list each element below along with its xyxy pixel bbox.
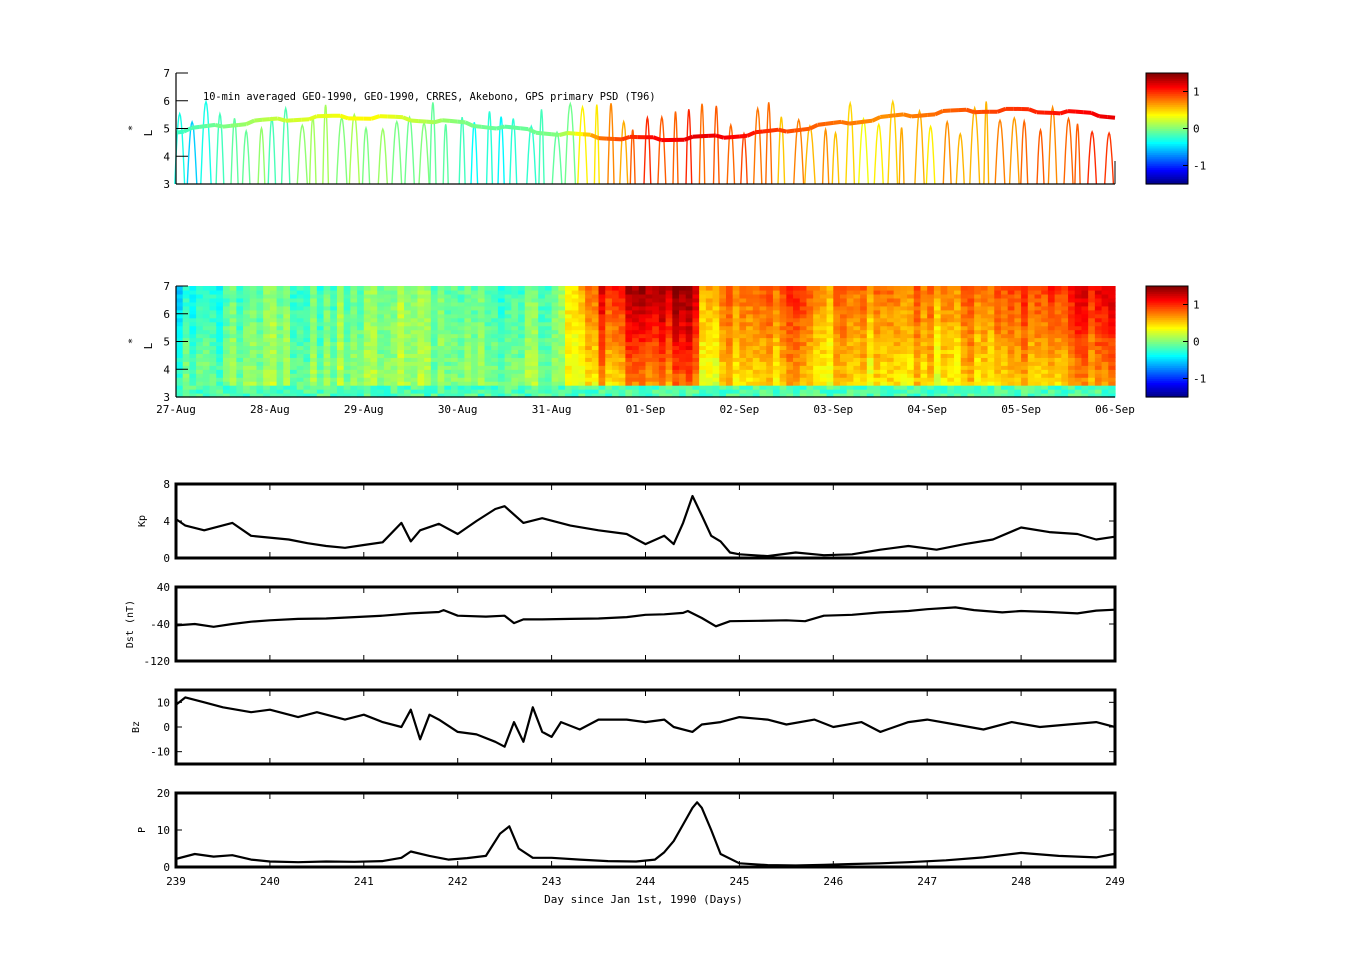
dst-y-tick-label: -40 [150, 618, 170, 631]
date-tick-label: 28-Aug [250, 403, 290, 416]
reanalysis-y-tick-label: 3 [163, 391, 170, 404]
obs-y-tick-label: 7 [163, 67, 170, 80]
p-y-tick-label: 20 [157, 787, 170, 800]
p-y-tick-label: 0 [163, 861, 170, 874]
colorbar-tick-label: 0 [1193, 123, 1200, 136]
date-tick-label: 06-Sep [1095, 403, 1135, 416]
reanalysis-ylabel: L [142, 342, 155, 349]
reanalysis-y-tick-label: 5 [163, 336, 170, 349]
colorbar-tick-label: 1 [1193, 299, 1200, 312]
day-tick-label: 246 [823, 875, 843, 888]
kp-y-tick-label: 8 [163, 478, 170, 491]
obs-y-tick-label: 5 [163, 123, 170, 136]
colorbar-tick-label: 0 [1193, 336, 1200, 349]
bz-y-tick-label: 10 [157, 696, 170, 709]
bz-y-tick-label: -10 [150, 746, 170, 759]
p-y-tick-label: 10 [157, 824, 170, 837]
obs-y-tick-label: 3 [163, 178, 170, 191]
day-tick-label: 241 [354, 875, 374, 888]
p-series-line [176, 801, 1115, 867]
kp-frame [174, 482, 1117, 560]
dst-y-tick-label: -120 [144, 655, 171, 668]
day-tick-label: 248 [1011, 875, 1031, 888]
obs-ylabel: L [142, 129, 155, 136]
dst-y-tick-label: 40 [157, 581, 170, 594]
obs-annotation: 10-min averaged GEO-1990, GEO-1990, CRRE… [203, 91, 656, 103]
colorbar [1146, 286, 1188, 398]
day-tick-label: 242 [448, 875, 468, 888]
day-tick-label: 240 [260, 875, 280, 888]
x-axis-label: Day since Jan 1st, 1990 (Days) [544, 893, 743, 906]
day-tick-label: 247 [917, 875, 937, 888]
day-tick-label: 243 [542, 875, 562, 888]
day-tick-label: 239 [166, 875, 186, 888]
date-tick-label: 04-Sep [907, 403, 947, 416]
reanalysis-ylabel-star: * [127, 338, 138, 344]
kp-ylabel: Kp [137, 515, 148, 527]
obs-tracks [174, 99, 1116, 185]
date-tick-label: 03-Sep [813, 403, 853, 416]
date-tick-label: 02-Sep [720, 403, 760, 416]
obs-y-tick-label: 4 [163, 150, 170, 163]
day-tick-label: 249 [1105, 875, 1125, 888]
colorbar-tick-label: -1 [1193, 160, 1206, 173]
kp-y-tick-label: 0 [163, 552, 170, 565]
obs-y-tick-label: 6 [163, 95, 170, 108]
reanalysis-heatmap [176, 286, 1116, 398]
reanalysis-y-tick-label: 7 [163, 280, 170, 293]
day-tick-label: 245 [729, 875, 749, 888]
date-tick-label: 29-Aug [344, 403, 384, 416]
colorbar [1146, 73, 1188, 185]
p-frame [174, 791, 1117, 869]
kp-series-line [176, 494, 1115, 558]
kp-y-tick-label: 4 [163, 515, 170, 528]
bz-ylabel: Bz [131, 721, 142, 733]
colorbar-tick-label: -1 [1193, 373, 1206, 386]
dst-ylabel: Dst (nT) [125, 600, 136, 648]
colorbar-tick-label: 1 [1193, 86, 1200, 99]
reanalysis-y-tick-label: 4 [163, 363, 170, 376]
bz-series-line [176, 696, 1115, 748]
p-ylabel: P [137, 827, 148, 833]
obs-ylabel-star: * [127, 125, 138, 131]
date-tick-label: 31-Aug [532, 403, 572, 416]
date-tick-label: 05-Sep [1001, 403, 1041, 416]
date-tick-label: 27-Aug [156, 403, 196, 416]
date-tick-label: 30-Aug [438, 403, 478, 416]
day-tick-label: 244 [636, 875, 656, 888]
date-tick-label: 01-Sep [626, 403, 666, 416]
reanalysis-y-tick-label: 6 [163, 308, 170, 321]
bz-y-tick-label: 0 [163, 721, 170, 734]
dst-series-line [176, 606, 1115, 628]
dst-frame [174, 585, 1117, 663]
